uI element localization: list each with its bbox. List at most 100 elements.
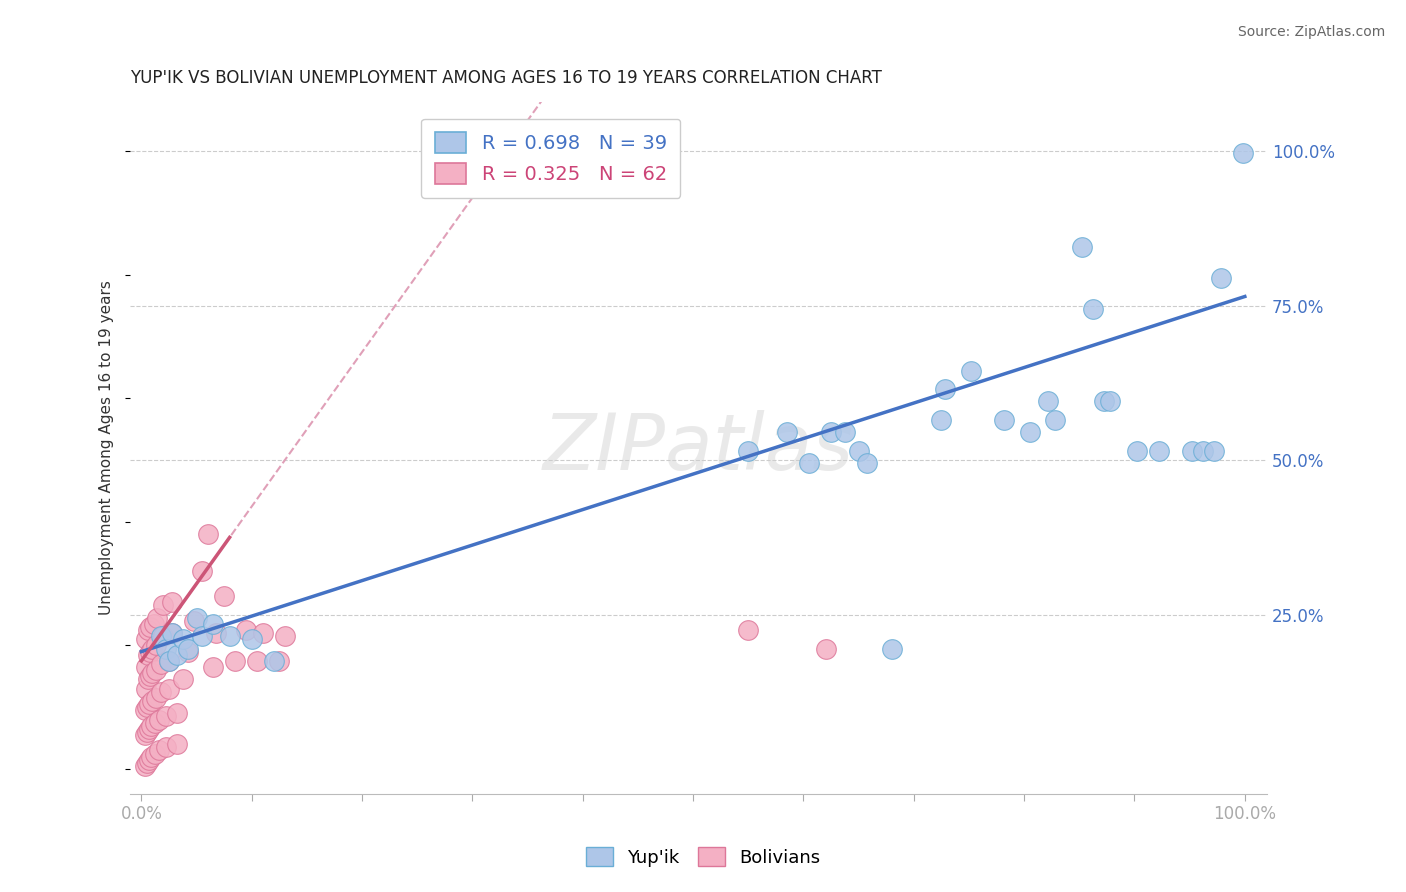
Point — [148, 743, 170, 757]
Point — [224, 654, 246, 668]
Point — [162, 626, 184, 640]
Point — [177, 645, 200, 659]
Point — [138, 697, 160, 711]
Point — [1099, 394, 1122, 409]
Point — [146, 610, 169, 624]
Point — [135, 681, 157, 696]
Point — [1181, 444, 1204, 458]
Point — [141, 694, 163, 708]
Point — [135, 632, 157, 647]
Point — [150, 657, 173, 671]
Point — [960, 363, 983, 377]
Legend: Yup'ik, Bolivians: Yup'ik, Bolivians — [578, 840, 828, 874]
Point — [150, 685, 173, 699]
Point — [269, 654, 291, 668]
Point — [880, 641, 903, 656]
Point — [141, 666, 163, 681]
Point — [162, 595, 184, 609]
Point — [834, 425, 856, 440]
Point — [814, 641, 837, 656]
Point — [172, 632, 194, 647]
Point — [246, 654, 269, 668]
Point — [797, 456, 820, 470]
Point — [145, 690, 167, 705]
Y-axis label: Unemployment Among Ages 16 to 19 years: Unemployment Among Ages 16 to 19 years — [100, 280, 114, 615]
Point — [152, 629, 174, 643]
Point — [155, 740, 177, 755]
Point — [166, 648, 188, 662]
Point — [197, 527, 219, 541]
Point — [1018, 425, 1040, 440]
Point — [135, 725, 157, 739]
Point — [931, 413, 953, 427]
Point — [134, 703, 156, 717]
Point — [186, 610, 208, 624]
Point — [856, 456, 879, 470]
Point — [737, 623, 759, 637]
Point — [157, 654, 180, 668]
Point — [134, 728, 156, 742]
Point — [183, 614, 205, 628]
Point — [136, 673, 159, 687]
Point — [737, 444, 759, 458]
Point — [139, 645, 162, 659]
Point — [141, 749, 163, 764]
Point — [1081, 301, 1104, 316]
Point — [202, 616, 225, 631]
Point — [155, 709, 177, 723]
Point — [1043, 413, 1066, 427]
Point — [218, 629, 240, 643]
Legend: R = 0.698   N = 39, R = 0.325   N = 62: R = 0.698 N = 39, R = 0.325 N = 62 — [422, 119, 681, 198]
Point — [1092, 394, 1115, 409]
Point — [143, 747, 166, 761]
Point — [136, 648, 159, 662]
Point — [1232, 145, 1254, 160]
Point — [157, 681, 180, 696]
Point — [135, 700, 157, 714]
Point — [274, 629, 297, 643]
Text: YUP'IK VS BOLIVIAN UNEMPLOYMENT AMONG AGES 16 TO 19 YEARS CORRELATION CHART: YUP'IK VS BOLIVIAN UNEMPLOYMENT AMONG AG… — [131, 69, 882, 87]
Point — [143, 715, 166, 730]
Point — [142, 616, 165, 631]
Point — [166, 706, 188, 721]
Point — [177, 641, 200, 656]
Point — [145, 639, 167, 653]
Point — [240, 632, 263, 647]
Point — [139, 620, 162, 634]
Point — [1202, 444, 1225, 458]
Point — [212, 589, 235, 603]
Point — [138, 753, 160, 767]
Point — [155, 641, 177, 656]
Point — [145, 663, 167, 677]
Point — [1125, 444, 1147, 458]
Point — [139, 669, 162, 683]
Point — [993, 413, 1015, 427]
Point — [1038, 394, 1060, 409]
Point — [138, 722, 160, 736]
Point — [134, 759, 156, 773]
Point — [136, 623, 159, 637]
Point — [148, 713, 170, 727]
Point — [776, 425, 799, 440]
Point — [1147, 444, 1170, 458]
Point — [202, 660, 225, 674]
Point — [934, 382, 956, 396]
Point — [205, 626, 228, 640]
Point — [1070, 240, 1092, 254]
Point — [263, 654, 285, 668]
Text: Source: ZipAtlas.com: Source: ZipAtlas.com — [1237, 25, 1385, 39]
Point — [1192, 444, 1215, 458]
Point — [150, 629, 173, 643]
Point — [1209, 271, 1232, 285]
Point — [141, 719, 163, 733]
Point — [135, 756, 157, 770]
Point — [166, 737, 188, 751]
Point — [820, 425, 842, 440]
Point — [252, 626, 274, 640]
Point — [848, 444, 870, 458]
Point — [162, 626, 184, 640]
Point — [152, 599, 174, 613]
Point — [135, 660, 157, 674]
Point — [235, 623, 257, 637]
Point — [172, 673, 194, 687]
